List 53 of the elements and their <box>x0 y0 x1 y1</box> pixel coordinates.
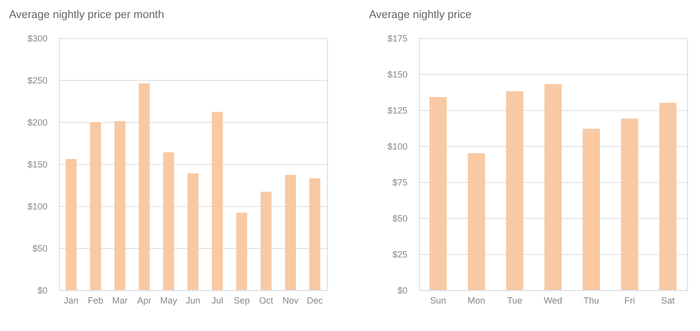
x-tick-label: Thu <box>584 296 600 306</box>
bar <box>90 122 102 290</box>
bar <box>309 178 320 290</box>
y-tick-label: $125 <box>387 106 408 116</box>
chart-title: Average nightly price per month <box>9 9 164 21</box>
y-tick-label: $300 <box>27 34 48 44</box>
bar <box>188 173 198 290</box>
x-tick-label: Sat <box>661 296 676 306</box>
y-tick-label: $150 <box>387 70 408 80</box>
x-tick-label: Sun <box>430 296 446 306</box>
x-tick-label: Jun <box>186 296 200 306</box>
bar <box>114 121 126 290</box>
bar <box>659 102 676 290</box>
y-tick-label: $0 <box>37 286 48 296</box>
x-tick-label: Fri <box>624 296 635 306</box>
bar <box>430 97 447 290</box>
bar <box>620 118 638 290</box>
x-tick-label: May <box>160 296 178 306</box>
bar <box>138 83 150 290</box>
x-tick-label: Mon <box>468 296 486 306</box>
x-tick-label: Feb <box>88 296 104 306</box>
x-tick-label: Wed <box>544 296 562 306</box>
y-tick-label: $100 <box>27 202 48 212</box>
bar <box>582 128 600 290</box>
bar <box>506 91 524 290</box>
bar <box>236 212 248 290</box>
x-tick-label: Apr <box>137 296 152 306</box>
y-tick-label: $100 <box>387 142 408 152</box>
x-tick-label: Jul <box>212 296 224 306</box>
y-tick-label: $0 <box>397 286 408 296</box>
x-tick-label: Sep <box>234 296 250 306</box>
y-tick-label: $75 <box>392 178 408 188</box>
x-tick-label: Dec <box>306 296 324 306</box>
y-tick-label: $150 <box>27 160 48 170</box>
bar <box>260 192 272 290</box>
x-tick-label: Oct <box>259 296 274 306</box>
bar <box>284 174 296 290</box>
chart-title: Average nightly price <box>369 9 472 21</box>
bar <box>212 112 223 290</box>
bar <box>66 158 77 290</box>
x-tick-label: Nov <box>282 296 299 306</box>
y-tick-label: $200 <box>27 118 48 128</box>
y-tick-label: $50 <box>32 244 48 254</box>
y-tick-label: $50 <box>392 214 408 224</box>
bar <box>163 152 174 290</box>
bar <box>468 153 486 290</box>
x-tick-label: Mar <box>112 296 128 306</box>
y-tick-label: $25 <box>392 250 408 260</box>
y-tick-label: $175 <box>387 34 408 44</box>
bar <box>544 84 562 290</box>
x-tick-label: Jan <box>64 296 78 306</box>
x-tick-label: Tue <box>507 296 522 306</box>
y-tick-label: $250 <box>27 76 48 86</box>
